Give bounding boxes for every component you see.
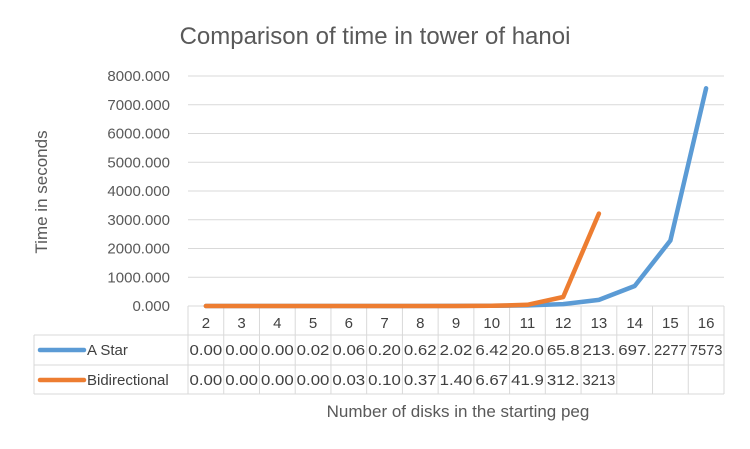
series-line: [203, 211, 602, 309]
table-cell-value: 0.00: [190, 343, 223, 359]
y-tick-label: 1000.000: [107, 269, 170, 286]
x-category-label: 5: [309, 315, 317, 332]
table-cell-value: 0.10: [368, 373, 401, 389]
table-cell-value: 213.: [583, 343, 616, 359]
x-category-label: 14: [626, 315, 643, 332]
table-cell-value: 1.40: [440, 373, 473, 389]
chart-title: Comparison of time in tower of hanoi: [180, 23, 571, 50]
table-cell-value: 0.00: [225, 343, 258, 359]
x-category-label: 9: [452, 315, 460, 332]
x-category-label: 10: [483, 315, 500, 332]
legend-label: A Star: [87, 342, 128, 359]
table-cell-value: 0.06: [332, 343, 365, 359]
x-category-label: 16: [698, 315, 715, 332]
x-category-label: 11: [520, 315, 536, 332]
table-cell-value: 0.00: [261, 343, 294, 359]
x-category-label: 3: [237, 315, 245, 332]
y-tick-label: 8000.000: [107, 68, 170, 85]
table-cell-value: 20.0: [511, 343, 544, 359]
y-axis-ticks: 0.000 1000.000 2000.000 3000.000 4000.000 500…: [107, 68, 170, 315]
y-tick-label: 3000.000: [107, 212, 170, 229]
y-tick-label: 5000.000: [107, 154, 170, 171]
x-category-label: 7: [380, 315, 388, 332]
table-cell-value: 697.: [618, 343, 651, 359]
table-cell-value: 0.62: [404, 343, 437, 359]
gridlines: [188, 75, 724, 278]
data-table: 2 3 4 5 6 7 8 9 10 11 12 13 14 15 16A Star 0.00 0.00 0.00…: [33, 305, 725, 395]
x-category-label: 13: [591, 315, 608, 332]
table-cell-value: 3213: [583, 373, 616, 389]
table-cell-value: 0.02: [297, 343, 330, 359]
x-category-label: 2: [202, 315, 210, 332]
table-cell-value: 0.03: [332, 373, 365, 389]
table-cell-value: 0.00: [261, 373, 294, 389]
series-line: [203, 86, 709, 309]
legend-label: Bidirectional: [87, 372, 169, 389]
table-cell-value: 6.67: [475, 373, 508, 389]
table-cell-value: 0.00: [297, 373, 330, 389]
y-tick-label: 7000.000: [107, 97, 170, 114]
x-axis-title: Number of disks in the starting peg: [327, 402, 590, 421]
x-category-label: 4: [273, 315, 281, 332]
table-cell-value: 0.00: [225, 373, 258, 389]
table-cell-value: 2.02: [440, 343, 473, 359]
table-cell-value: 6.42: [475, 343, 508, 359]
x-category-label: 6: [345, 315, 353, 332]
x-category-label: 12: [555, 315, 572, 332]
x-category-label: 8: [416, 315, 424, 332]
table-cell-value: 0.00: [190, 373, 223, 389]
table-cell-value: 0.20: [368, 343, 401, 359]
table-cell-value: 0.37: [404, 373, 437, 389]
y-axis-title: Time in seconds: [32, 130, 51, 253]
y-tick-label: 4000.000: [107, 183, 170, 200]
table-cell-value: 7573: [690, 343, 723, 359]
series-lines: [203, 86, 709, 309]
y-tick-label: 0.000: [132, 298, 170, 315]
y-tick-label: 2000.000: [107, 241, 170, 258]
y-tick-label: 6000.000: [107, 126, 170, 143]
table-cell-value: 312.: [547, 373, 580, 389]
table-cell-value: 65.8: [547, 343, 580, 359]
x-category-label: 15: [662, 315, 679, 332]
table-cell-value: 2277: [654, 343, 687, 359]
table-cell-value: 41.9: [511, 373, 544, 389]
